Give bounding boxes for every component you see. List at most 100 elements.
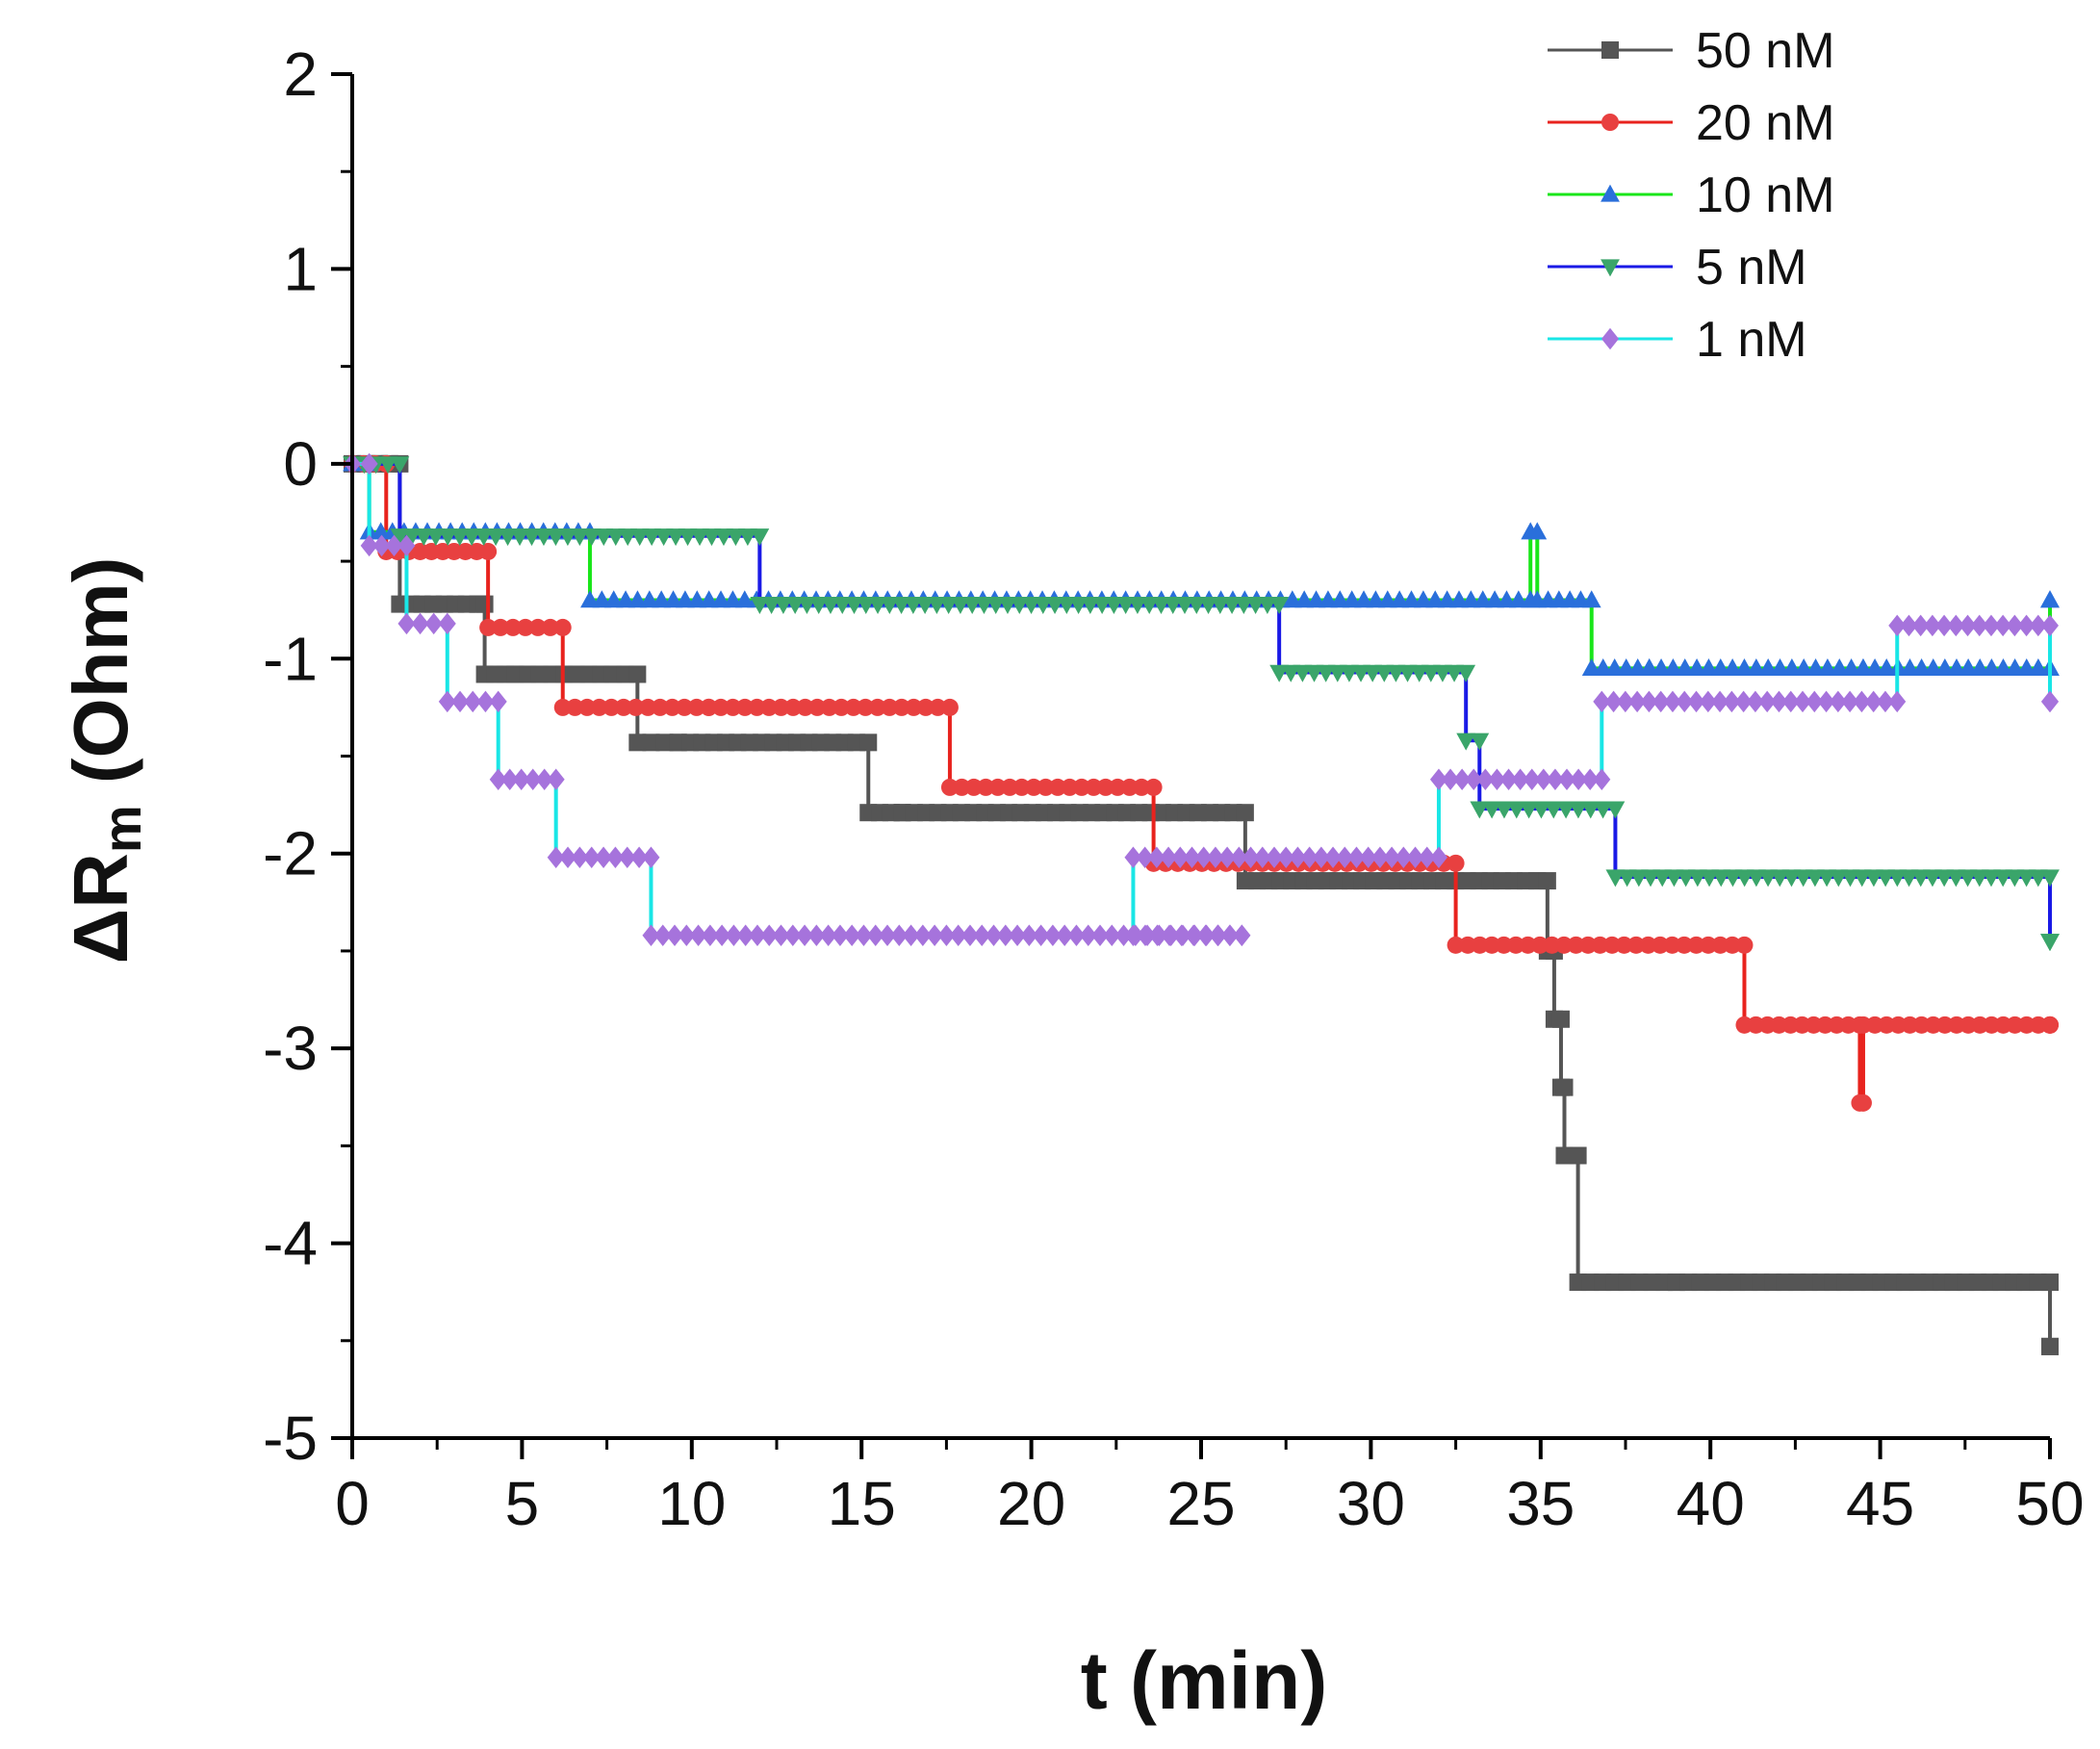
data-point	[1025, 778, 1043, 796]
data-point	[1406, 846, 1424, 869]
data-point	[2040, 934, 2060, 952]
data-point	[390, 456, 410, 475]
data-point	[1124, 924, 1142, 946]
data-point	[726, 528, 746, 547]
data-point	[385, 534, 403, 557]
data-point	[1067, 924, 1086, 946]
data-point	[642, 924, 660, 946]
x-tick-label: 5	[505, 1469, 540, 1538]
data-point	[1147, 846, 1165, 869]
data-point	[1570, 768, 1588, 791]
data-point	[690, 528, 709, 547]
data-point	[1734, 690, 1753, 713]
data-point	[1370, 846, 1389, 869]
data-point	[736, 924, 755, 946]
data-point	[678, 924, 696, 946]
data-point	[1911, 614, 1930, 637]
x-axis-title: t (min)	[1081, 1635, 1328, 1726]
data-point	[1196, 924, 1215, 946]
data-point	[516, 618, 534, 636]
data-point	[1615, 936, 1633, 954]
data-point	[1079, 924, 1097, 946]
legend: 50 nM 20 nM 10 nM 5 nM 1 nM	[1548, 23, 1835, 368]
data-point	[498, 528, 518, 547]
data-point	[2029, 614, 2047, 637]
y-axis-title-main: ΔR	[58, 853, 143, 964]
legend-label: 20 nM	[1696, 95, 1835, 151]
data-point	[1581, 590, 1601, 608]
data-point	[1453, 768, 1472, 791]
data-point	[414, 528, 434, 547]
data-point	[772, 924, 790, 946]
data-point	[1746, 690, 1764, 713]
data-point	[783, 924, 802, 946]
legend-item: 10 nM	[1548, 167, 1835, 223]
data-point	[929, 698, 947, 716]
data-point	[1043, 924, 1062, 946]
data-point	[1442, 768, 1460, 791]
data-point	[1032, 924, 1050, 946]
data-point	[949, 924, 967, 946]
data-point	[553, 618, 572, 636]
data-point	[566, 698, 584, 716]
data-point	[1569, 801, 1588, 819]
data-point	[594, 528, 614, 547]
data-point	[630, 846, 649, 869]
data-point	[1114, 924, 1133, 946]
data-point	[666, 924, 684, 946]
legend-label: 50 nM	[1696, 23, 1835, 79]
data-point	[1699, 690, 1717, 713]
data-point	[1603, 936, 1622, 954]
data-point	[1347, 846, 1366, 869]
data-point	[1507, 936, 1525, 954]
data-point	[1312, 846, 1330, 869]
series-10-nm	[343, 453, 2060, 677]
data-point	[1072, 778, 1090, 796]
series-line	[352, 461, 2052, 1347]
data-point	[1888, 690, 1907, 713]
series-line	[352, 461, 2050, 1105]
data-point	[1591, 936, 1609, 954]
y-axis-title-rest: (Ohm)	[58, 557, 143, 806]
data-point	[642, 846, 660, 869]
data-point	[760, 698, 779, 716]
data-point	[1001, 778, 1019, 796]
data-point	[1523, 768, 1541, 791]
series-layer	[343, 452, 2060, 1355]
data-point	[702, 528, 722, 547]
data-point	[1841, 690, 1859, 713]
data-point	[1947, 614, 1965, 637]
y-tick-label: 2	[283, 39, 318, 109]
data-point	[1711, 690, 1729, 713]
data-point	[1794, 690, 1812, 713]
y-tick-label: 0	[283, 429, 318, 499]
data-point	[1511, 768, 1529, 791]
data-point	[748, 698, 766, 716]
data-point	[1209, 924, 1227, 946]
data-point	[464, 690, 482, 713]
data-point	[819, 924, 837, 946]
data-point	[2041, 1273, 2059, 1292]
data-point	[1781, 690, 1800, 713]
data-point	[973, 924, 991, 946]
data-point	[1555, 936, 1574, 954]
ticks-layer: 0 5 10 15 20 25 30 35 40 45 50 -5 -4 -3 -2 -1 0 1 2	[263, 39, 2085, 1538]
legend-label: 5 nM	[1696, 240, 1807, 296]
data-point	[937, 924, 956, 946]
data-point	[605, 528, 626, 547]
data-point	[2040, 869, 2060, 887]
data-point	[868, 698, 886, 716]
data-point	[653, 528, 674, 547]
data-point	[602, 698, 621, 716]
x-tick-label: 10	[657, 1469, 726, 1538]
legend-marker	[1601, 114, 1619, 131]
data-point	[737, 528, 757, 547]
data-point	[512, 768, 530, 791]
legend-marker	[1601, 327, 1619, 350]
legend-item: 5 nM	[1548, 240, 1807, 296]
data-point	[676, 698, 694, 716]
data-point	[1483, 936, 1501, 954]
legend-marker	[1601, 41, 1619, 59]
data-point	[1959, 614, 1977, 637]
data-point	[926, 924, 944, 946]
